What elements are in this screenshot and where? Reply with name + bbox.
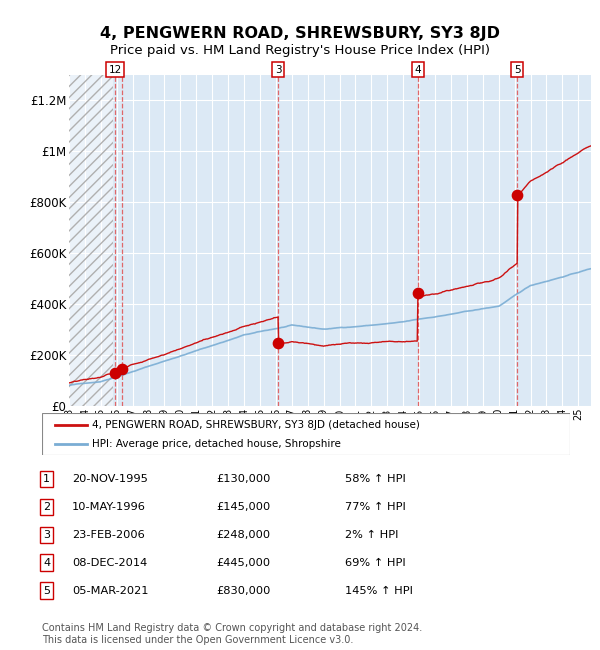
Text: 23-FEB-2006: 23-FEB-2006	[72, 530, 145, 540]
Text: 2: 2	[43, 502, 50, 512]
Point	[274, 338, 283, 348]
Point	[512, 189, 522, 200]
Text: 145% ↑ HPI: 145% ↑ HPI	[345, 586, 413, 595]
Bar	[69, 75, 113, 406]
Text: 08-DEC-2014: 08-DEC-2014	[72, 558, 147, 567]
Text: £445,000: £445,000	[216, 558, 270, 567]
Text: HPI: Average price, detached house, Shropshire: HPI: Average price, detached house, Shro…	[92, 439, 341, 449]
Point	[413, 287, 422, 298]
Text: 5: 5	[43, 586, 50, 595]
Text: 4, PENGWERN ROAD, SHREWSBURY, SY3 8JD (detached house): 4, PENGWERN ROAD, SHREWSBURY, SY3 8JD (d…	[92, 420, 420, 430]
Text: 05-MAR-2021: 05-MAR-2021	[72, 586, 149, 595]
Text: 10-MAY-1996: 10-MAY-1996	[72, 502, 146, 512]
Text: 4, PENGWERN ROAD, SHREWSBURY, SY3 8JD: 4, PENGWERN ROAD, SHREWSBURY, SY3 8JD	[100, 26, 500, 41]
Text: 4: 4	[43, 558, 50, 567]
Text: £830,000: £830,000	[216, 586, 271, 595]
Point	[118, 364, 127, 374]
Text: 1: 1	[43, 474, 50, 484]
Text: 5: 5	[514, 65, 521, 75]
Text: 3: 3	[43, 530, 50, 540]
Text: 20-NOV-1995: 20-NOV-1995	[72, 474, 148, 484]
Text: 4: 4	[415, 65, 421, 75]
Text: 77% ↑ HPI: 77% ↑ HPI	[345, 502, 406, 512]
Text: £248,000: £248,000	[216, 530, 270, 540]
Text: 12: 12	[109, 65, 122, 75]
Text: Price paid vs. HM Land Registry's House Price Index (HPI): Price paid vs. HM Land Registry's House …	[110, 44, 490, 57]
Point	[110, 368, 120, 378]
Text: 69% ↑ HPI: 69% ↑ HPI	[345, 558, 406, 567]
Text: £145,000: £145,000	[216, 502, 270, 512]
Text: 3: 3	[275, 65, 281, 75]
Bar	[69, 75, 113, 406]
Text: 2% ↑ HPI: 2% ↑ HPI	[345, 530, 398, 540]
Text: Contains HM Land Registry data © Crown copyright and database right 2024.
This d: Contains HM Land Registry data © Crown c…	[42, 623, 422, 645]
Text: £130,000: £130,000	[216, 474, 271, 484]
Text: 58% ↑ HPI: 58% ↑ HPI	[345, 474, 406, 484]
FancyBboxPatch shape	[42, 413, 570, 455]
